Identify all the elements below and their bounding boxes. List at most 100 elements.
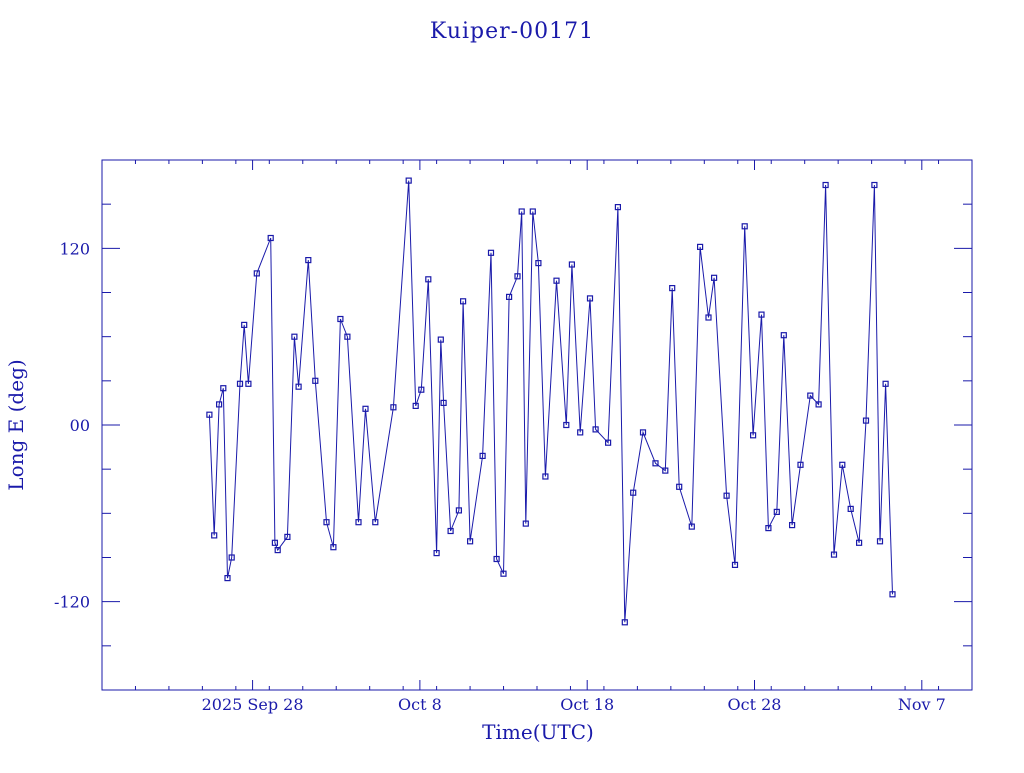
data-point: [815, 401, 822, 408]
data-point: [797, 461, 804, 468]
data-point: [723, 492, 730, 499]
data-point: [493, 555, 500, 563]
data-point: [506, 293, 513, 300]
data-point: [830, 551, 838, 558]
data-point: [500, 570, 507, 577]
data-point: [749, 432, 757, 439]
data-point: [337, 315, 344, 323]
data-point: [882, 380, 889, 387]
data-point: [271, 539, 278, 546]
data-point: [447, 527, 454, 535]
data-point: [529, 208, 536, 215]
x-tick-label: Oct 18: [560, 695, 614, 714]
data-point: [390, 404, 397, 411]
data-point: [765, 524, 772, 532]
data-point: [630, 489, 637, 496]
data-point: [245, 380, 252, 387]
y-tick-label: -120: [54, 593, 90, 612]
data-point: [412, 402, 419, 409]
data-point: [586, 295, 594, 302]
data-point: [241, 321, 248, 328]
data-point: [592, 426, 599, 433]
data-point: [487, 249, 495, 256]
data-point: [535, 260, 542, 267]
axis-ticks: [101, 159, 973, 691]
data-point: [514, 273, 521, 280]
data-point: [563, 421, 570, 429]
data-point: [211, 532, 218, 539]
data-point: [639, 429, 647, 436]
data-point: [372, 519, 379, 526]
data-point: [291, 333, 298, 340]
data-point: [862, 417, 870, 424]
data-point: [455, 507, 462, 514]
data-point: [855, 539, 863, 546]
data-point: [362, 405, 369, 412]
data-point: [253, 270, 260, 277]
data-point: [284, 533, 291, 541]
data-point: [433, 549, 440, 557]
data-point: [206, 411, 213, 418]
data-point: [577, 429, 584, 436]
data-point: [522, 520, 529, 527]
plot-frame: [101, 159, 973, 691]
data-point: [614, 204, 622, 211]
x-tick-label: Oct 28: [728, 695, 782, 714]
data-point: [330, 544, 337, 551]
data-point: [839, 461, 846, 468]
data-point: [822, 181, 829, 189]
y-tick-label: 120: [59, 239, 90, 258]
y-tick-label: 00: [70, 416, 90, 435]
data-point: [662, 467, 669, 474]
y-axis-label: Long E (deg): [4, 359, 28, 490]
series-line: [208, 180, 893, 623]
data-point: [604, 439, 612, 446]
x-tick-label: Oct 8: [398, 695, 442, 714]
data-point: [710, 274, 718, 281]
data-point: [228, 554, 235, 561]
x-tick-label: Nov 7: [898, 695, 946, 714]
data-point: [889, 591, 896, 598]
data-point: [467, 538, 474, 545]
data-point: [425, 276, 432, 283]
data-point: [236, 380, 244, 387]
data-point: [479, 452, 486, 459]
data-point: [220, 385, 227, 392]
data-point: [305, 257, 312, 264]
data-point: [696, 243, 704, 250]
data-points: [206, 177, 896, 626]
data-point: [847, 505, 854, 512]
data-point: [568, 261, 576, 268]
series-line-group: [208, 180, 893, 623]
data-point: [355, 519, 362, 526]
data-point: [542, 473, 549, 480]
data-point: [773, 508, 780, 515]
data-point: [676, 483, 683, 490]
y-tick-labels: -120 00 120: [54, 239, 90, 611]
data-point: [788, 521, 796, 529]
data-point: [741, 223, 748, 230]
data-point: [871, 181, 878, 189]
data-point: [621, 619, 628, 626]
data-point: [418, 386, 425, 393]
plot-border: [101, 159, 973, 691]
data-point: [312, 377, 319, 384]
data-point: [669, 285, 676, 292]
data-point: [652, 460, 659, 467]
data-point: [553, 277, 560, 284]
data-point: [216, 401, 223, 408]
data-point: [274, 546, 281, 554]
data-point: [807, 392, 814, 399]
data-point: [437, 336, 444, 343]
data-point: [731, 561, 739, 569]
data-point: [688, 523, 695, 530]
data-point: [224, 574, 231, 582]
data-point: [460, 298, 467, 305]
x-tick-label: 2025 Sep 28: [202, 695, 304, 714]
data-point: [295, 383, 302, 390]
data-point: [405, 177, 412, 184]
data-point: [344, 333, 351, 340]
data-point: [758, 311, 765, 318]
data-point: [440, 399, 447, 406]
